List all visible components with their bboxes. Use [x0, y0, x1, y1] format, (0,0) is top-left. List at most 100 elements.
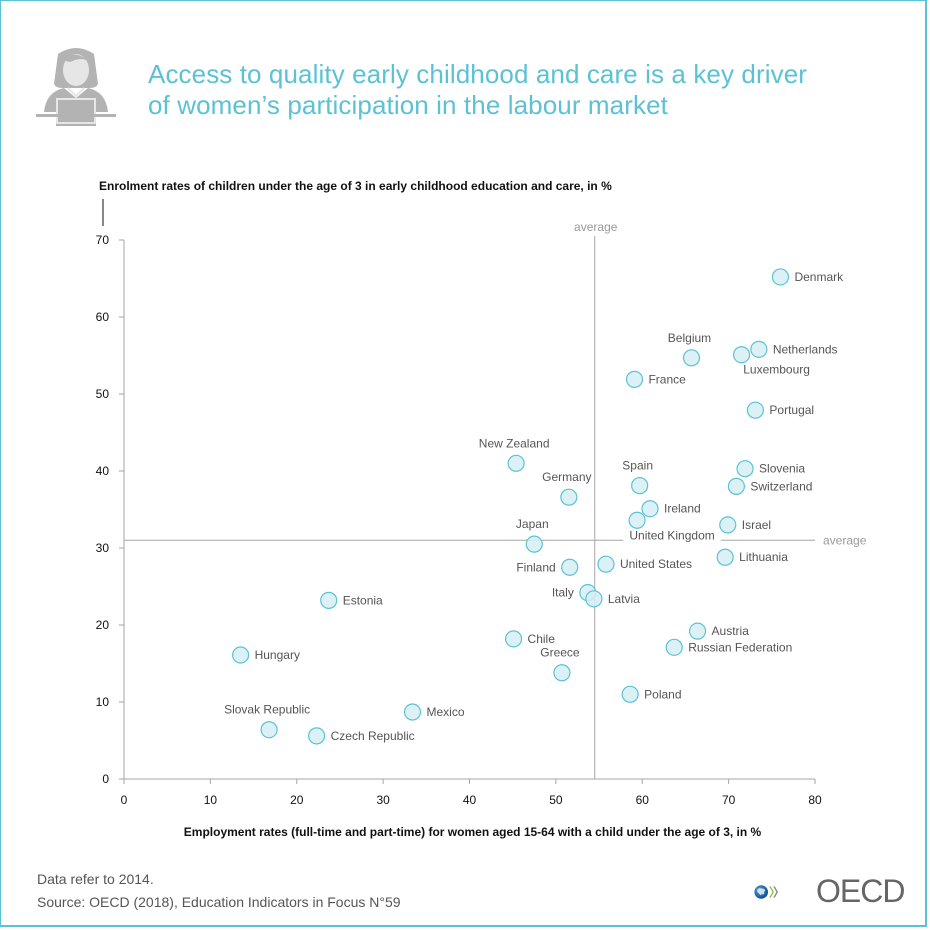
data-point: United Kingdom: [623, 511, 721, 543]
point-label: New Zealand: [479, 436, 550, 450]
x-tick-label: 0: [121, 793, 128, 807]
x-axis-title: Employment rates (full-time and part-tim…: [183, 825, 762, 839]
data-point: Ireland: [641, 500, 701, 518]
y-tick-label: 20: [96, 618, 110, 632]
point-label: United Kingdom: [629, 528, 714, 542]
average-y-label: average: [823, 533, 867, 547]
point-label: Italy: [552, 586, 574, 600]
point-label: Chile: [528, 632, 556, 646]
data-point: Slovak Republic: [224, 703, 310, 739]
point-marker: [631, 477, 649, 495]
point-marker: [597, 555, 615, 573]
data-point: Luxembourg: [732, 346, 813, 377]
point-label: United States: [620, 557, 692, 571]
point-marker: [719, 516, 737, 534]
data-point: Japan: [516, 517, 549, 553]
data-point: Chile: [504, 630, 556, 648]
woman-at-laptop-icon: [36, 48, 116, 126]
x-tick-label: 30: [376, 793, 390, 807]
x-tick-label: 80: [808, 793, 822, 807]
point-marker: [727, 477, 745, 495]
point-marker: [553, 664, 571, 682]
point-marker: [232, 646, 250, 664]
x-tick-label: 60: [636, 793, 650, 807]
oecd-logo-text: OECD: [816, 873, 905, 909]
point-label: Spain: [622, 459, 653, 473]
point-marker: [732, 346, 751, 364]
point-marker: [736, 460, 754, 478]
point-marker: [628, 511, 646, 529]
data-point: Czech Republic: [308, 727, 415, 745]
point-marker: [641, 500, 659, 518]
data-point: Latvia: [585, 590, 640, 608]
point-label: Slovak Republic: [224, 703, 310, 717]
data-point: Estonia: [320, 591, 383, 609]
point-label: Germany: [542, 470, 591, 484]
point-label: Denmark: [794, 270, 844, 284]
point-label: Switzerland: [750, 479, 812, 493]
point-marker: [320, 591, 338, 609]
y-axis-title: Enrolment rates of children under the ag…: [99, 179, 612, 193]
average-lines: average average: [124, 220, 867, 779]
point-marker: [716, 548, 734, 566]
data-point: New Zealand: [479, 436, 550, 472]
point-label: Lithuania: [739, 550, 788, 564]
point-marker: [746, 401, 765, 419]
data-point: Russian Federation: [665, 638, 792, 656]
point-label: Estonia: [343, 593, 383, 607]
y-tick-label: 70: [96, 233, 110, 247]
point-label: Hungary: [255, 648, 300, 662]
data-year-note: Data refer to 2014.: [37, 871, 154, 887]
point-marker: [771, 268, 790, 286]
data-point: Lithuania: [716, 548, 788, 566]
point-label: Latvia: [608, 592, 640, 606]
data-point: France: [625, 370, 686, 388]
data-point: Greece: [540, 646, 580, 682]
point-marker: [525, 535, 543, 553]
data-point: Poland: [621, 685, 682, 703]
point-marker: [750, 340, 768, 358]
point-label: Japan: [516, 517, 549, 531]
point-label: Finland: [516, 560, 555, 574]
point-label: Mexico: [426, 705, 464, 719]
point-label: Austria: [712, 624, 750, 638]
data-point: Portugal: [746, 401, 814, 419]
data-point: Slovenia: [736, 460, 805, 478]
point-marker: [561, 558, 579, 576]
point-marker: [688, 622, 707, 640]
source-note: Source: OECD (2018), Education Indicator…: [37, 894, 401, 910]
data-point: Spain: [622, 459, 653, 495]
point-marker: [507, 454, 525, 472]
point-marker: [625, 370, 644, 388]
point-label: Israel: [742, 518, 771, 532]
point-label: Netherlands: [773, 342, 838, 356]
point-marker: [585, 590, 603, 608]
data-point: Switzerland: [727, 477, 812, 495]
point-marker: [682, 349, 701, 367]
data-point: Austria: [688, 622, 750, 640]
x-tick-label: 70: [722, 793, 736, 807]
data-point: Belgium: [668, 331, 711, 367]
y-tick-label: 0: [102, 772, 109, 786]
data-point: Netherlands: [750, 340, 838, 358]
point-marker: [665, 638, 683, 656]
page-title: Access to quality early childhood and ca…: [148, 59, 908, 121]
data-point: Mexico: [403, 703, 465, 721]
x-tick-label: 40: [463, 793, 477, 807]
point-label: Slovenia: [759, 462, 805, 476]
y-tick-label: 30: [96, 541, 110, 555]
y-tick-label: 50: [96, 387, 110, 401]
data-point: Finland: [516, 558, 579, 576]
data-point: United States: [597, 555, 692, 573]
point-marker: [260, 721, 278, 739]
title-line-1: Access to quality early childhood and ca…: [148, 59, 808, 89]
point-label: Czech Republic: [331, 729, 415, 743]
point-label-bg: [623, 528, 721, 543]
data-point: Denmark: [771, 268, 844, 286]
oecd-globe-logo: [754, 885, 778, 899]
point-marker: [308, 727, 326, 745]
point-label: Portugal: [769, 403, 814, 417]
point-marker: [403, 703, 422, 721]
average-x-label: average: [574, 220, 618, 234]
